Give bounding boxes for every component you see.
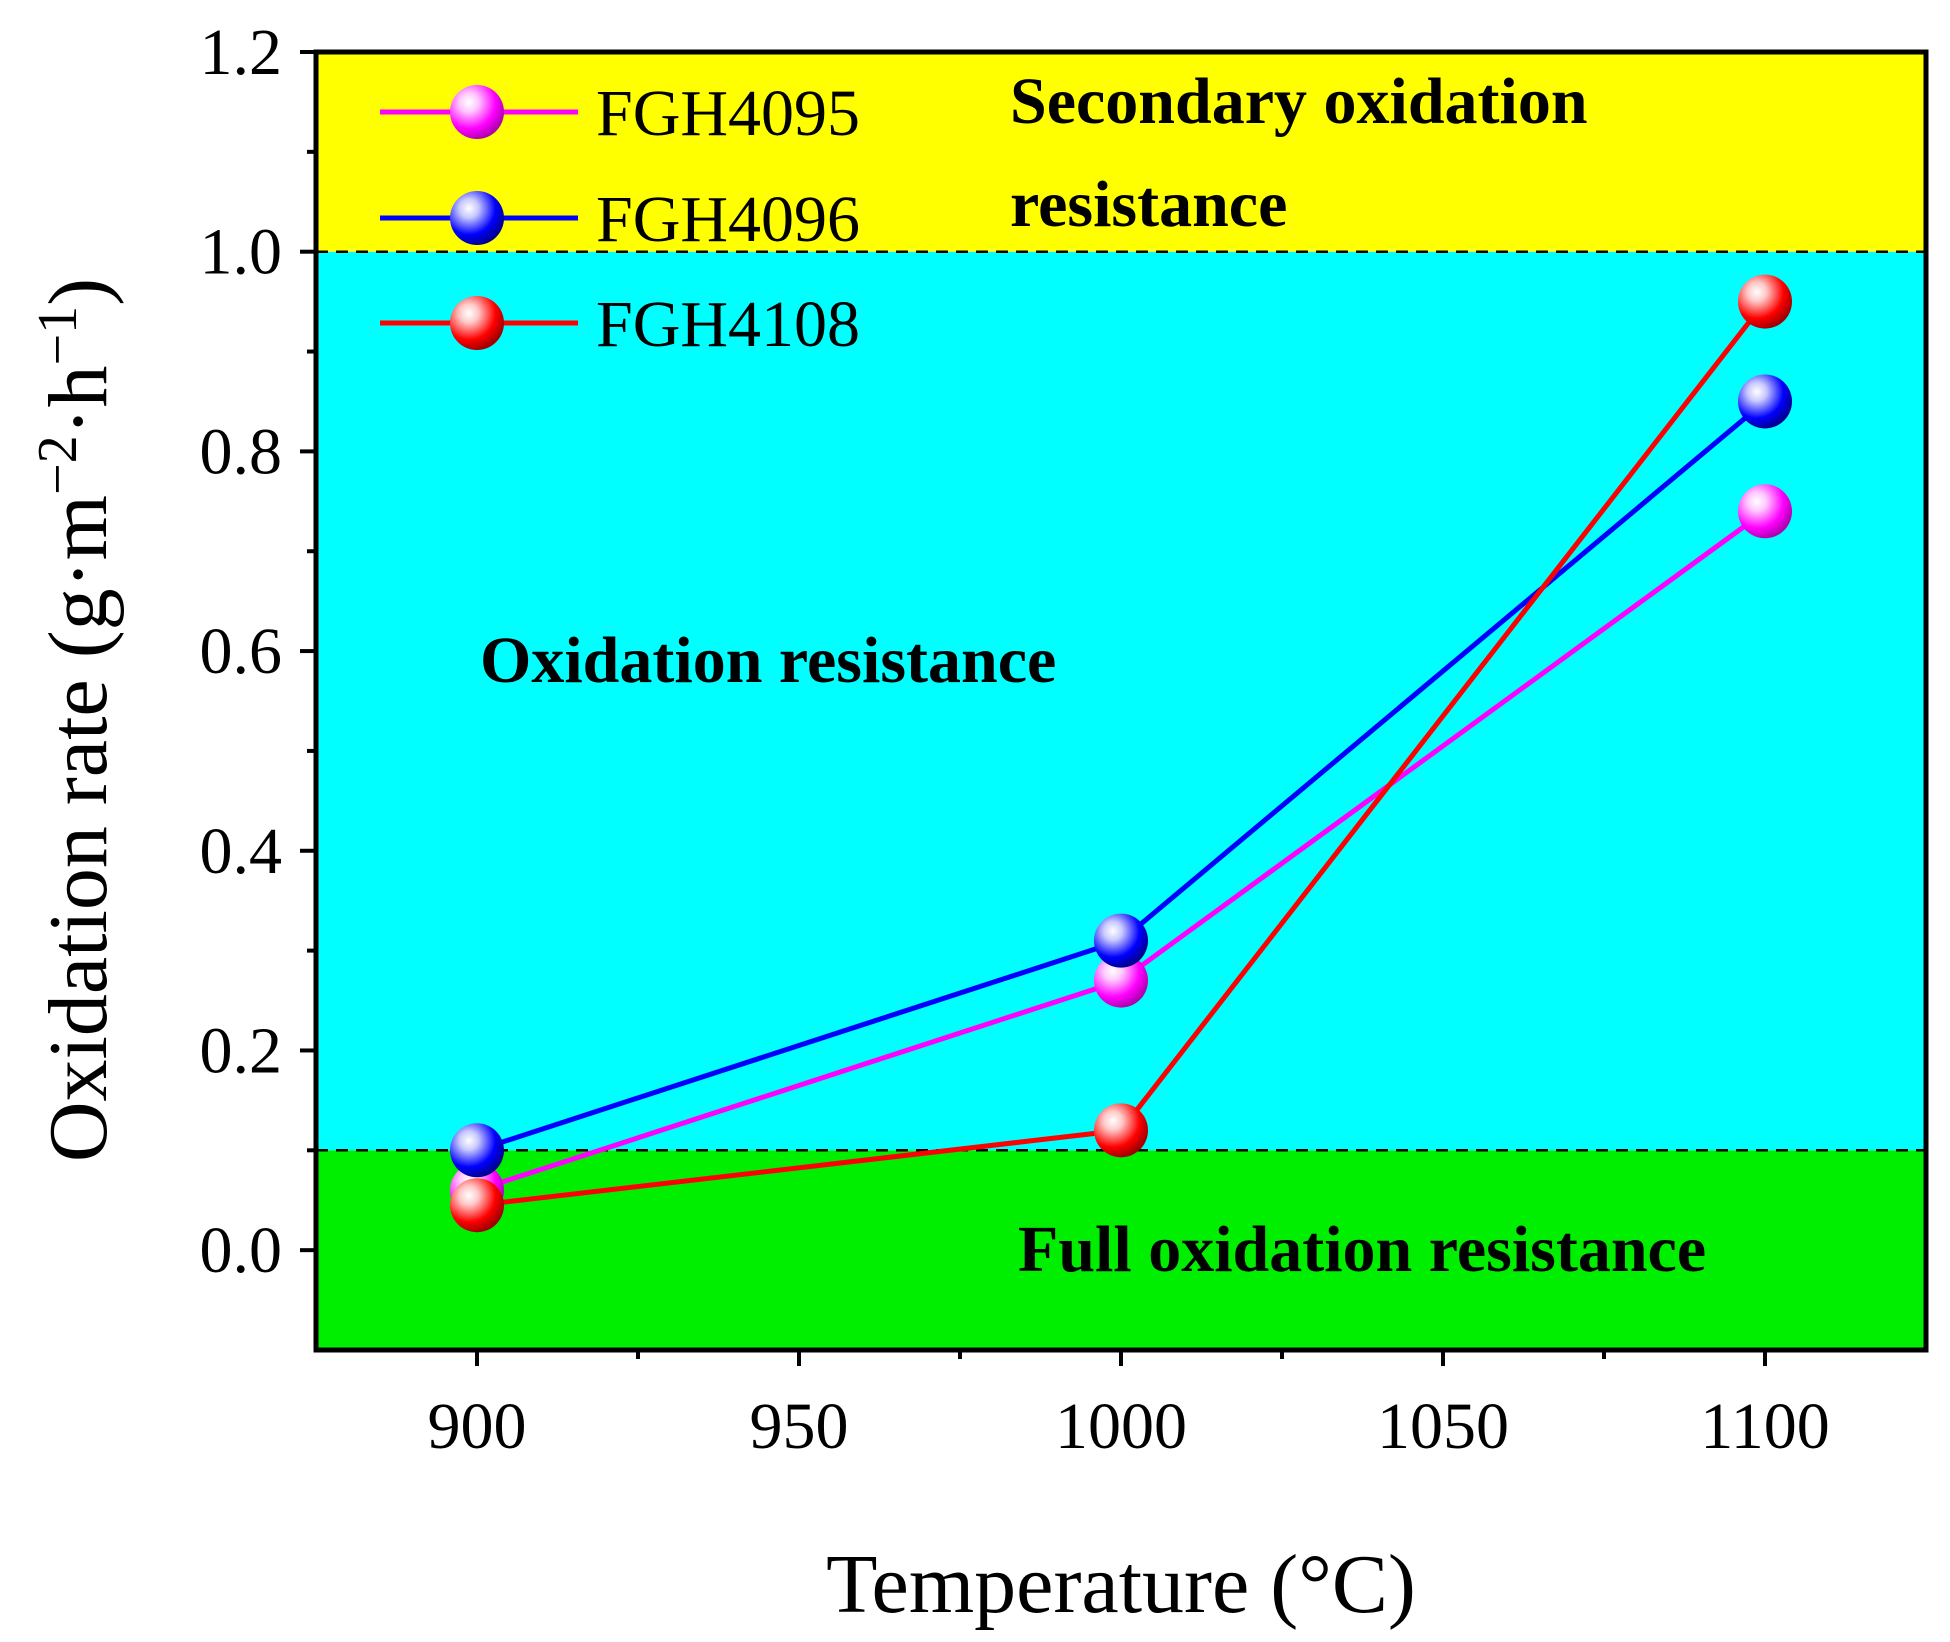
legend: FGH4095 FGH4096 FGH4108 bbox=[380, 77, 860, 361]
data-point-FGH4096-900 bbox=[450, 1123, 504, 1178]
y-axis-title-end: ) bbox=[32, 278, 125, 306]
legend-marker-FGH4108 bbox=[450, 296, 504, 350]
y-axis-title: Oxidation rate (g·m−2·h−1) bbox=[27, 278, 125, 1162]
regions bbox=[316, 52, 1926, 1350]
x-tick-label-950: 950 bbox=[750, 1390, 849, 1463]
y-tick-label-0.2: 0.2 bbox=[200, 1014, 283, 1087]
data-point-FGH4108-900 bbox=[450, 1178, 504, 1233]
region-label-oxidation-resistance: Oxidation resistance bbox=[480, 624, 1056, 697]
data-point-FGH4095-1100 bbox=[1738, 484, 1792, 539]
axes: 0.0 0.2 0.4 0.6 0.8 1.0 1.2 900 950 1000 1050 1100 bbox=[200, 16, 1929, 1463]
legend-label-FGH4095: FGH4095 bbox=[596, 77, 860, 150]
region-label-full-oxidation-resistance: Full oxidation resistance bbox=[1018, 1213, 1706, 1286]
y-axis-title-main: Oxidation rate (g·m bbox=[32, 495, 125, 1162]
y-axis-title-sup2: −1 bbox=[27, 306, 89, 366]
y-tick-label-0.8: 0.8 bbox=[200, 415, 283, 488]
data-point-FGH4108-1000 bbox=[1094, 1103, 1148, 1158]
region-secondary-oxidation-resistance bbox=[316, 52, 1926, 252]
y-axis-title-sup1: −2 bbox=[27, 435, 89, 495]
legend-marker-FGH4095 bbox=[450, 85, 504, 139]
y-axis-title-mid: ·h bbox=[32, 365, 125, 435]
region-label-secondary-line1: Secondary oxidation bbox=[1010, 65, 1588, 138]
x-axis-title: Temperature (°C) bbox=[826, 1538, 1416, 1631]
y-tick-label-1.2: 1.2 bbox=[200, 16, 283, 89]
x-tick-label-1000: 1000 bbox=[1055, 1390, 1187, 1463]
y-tick-label-0.0: 0.0 bbox=[200, 1214, 283, 1287]
data-point-FGH4096-1000 bbox=[1094, 913, 1148, 968]
y-tick-label-0.6: 0.6 bbox=[200, 615, 283, 688]
legend-label-FGH4096: FGH4096 bbox=[596, 183, 860, 256]
region-oxidation-resistance bbox=[316, 251, 1926, 1151]
data-point-FGH4096-1100 bbox=[1738, 374, 1792, 429]
data-point-FGH4108-1100 bbox=[1738, 274, 1792, 329]
legend-marker-FGH4096 bbox=[450, 191, 504, 245]
y-tick-label-1.0: 1.0 bbox=[200, 216, 283, 289]
y-tick-label-0.4: 0.4 bbox=[200, 815, 283, 888]
x-tick-label-1100: 1100 bbox=[1700, 1390, 1830, 1463]
series-layer bbox=[450, 274, 1792, 1233]
region-label-secondary-line2: resistance bbox=[1010, 168, 1287, 241]
x-tick-label-1050: 1050 bbox=[1377, 1390, 1509, 1463]
data-point-FGH4095-1000 bbox=[1094, 953, 1148, 1008]
region-full-oxidation-resistance bbox=[316, 1150, 1926, 1350]
x-tick-label-900: 900 bbox=[428, 1390, 527, 1463]
legend-label-FGH4108: FGH4108 bbox=[596, 288, 860, 361]
